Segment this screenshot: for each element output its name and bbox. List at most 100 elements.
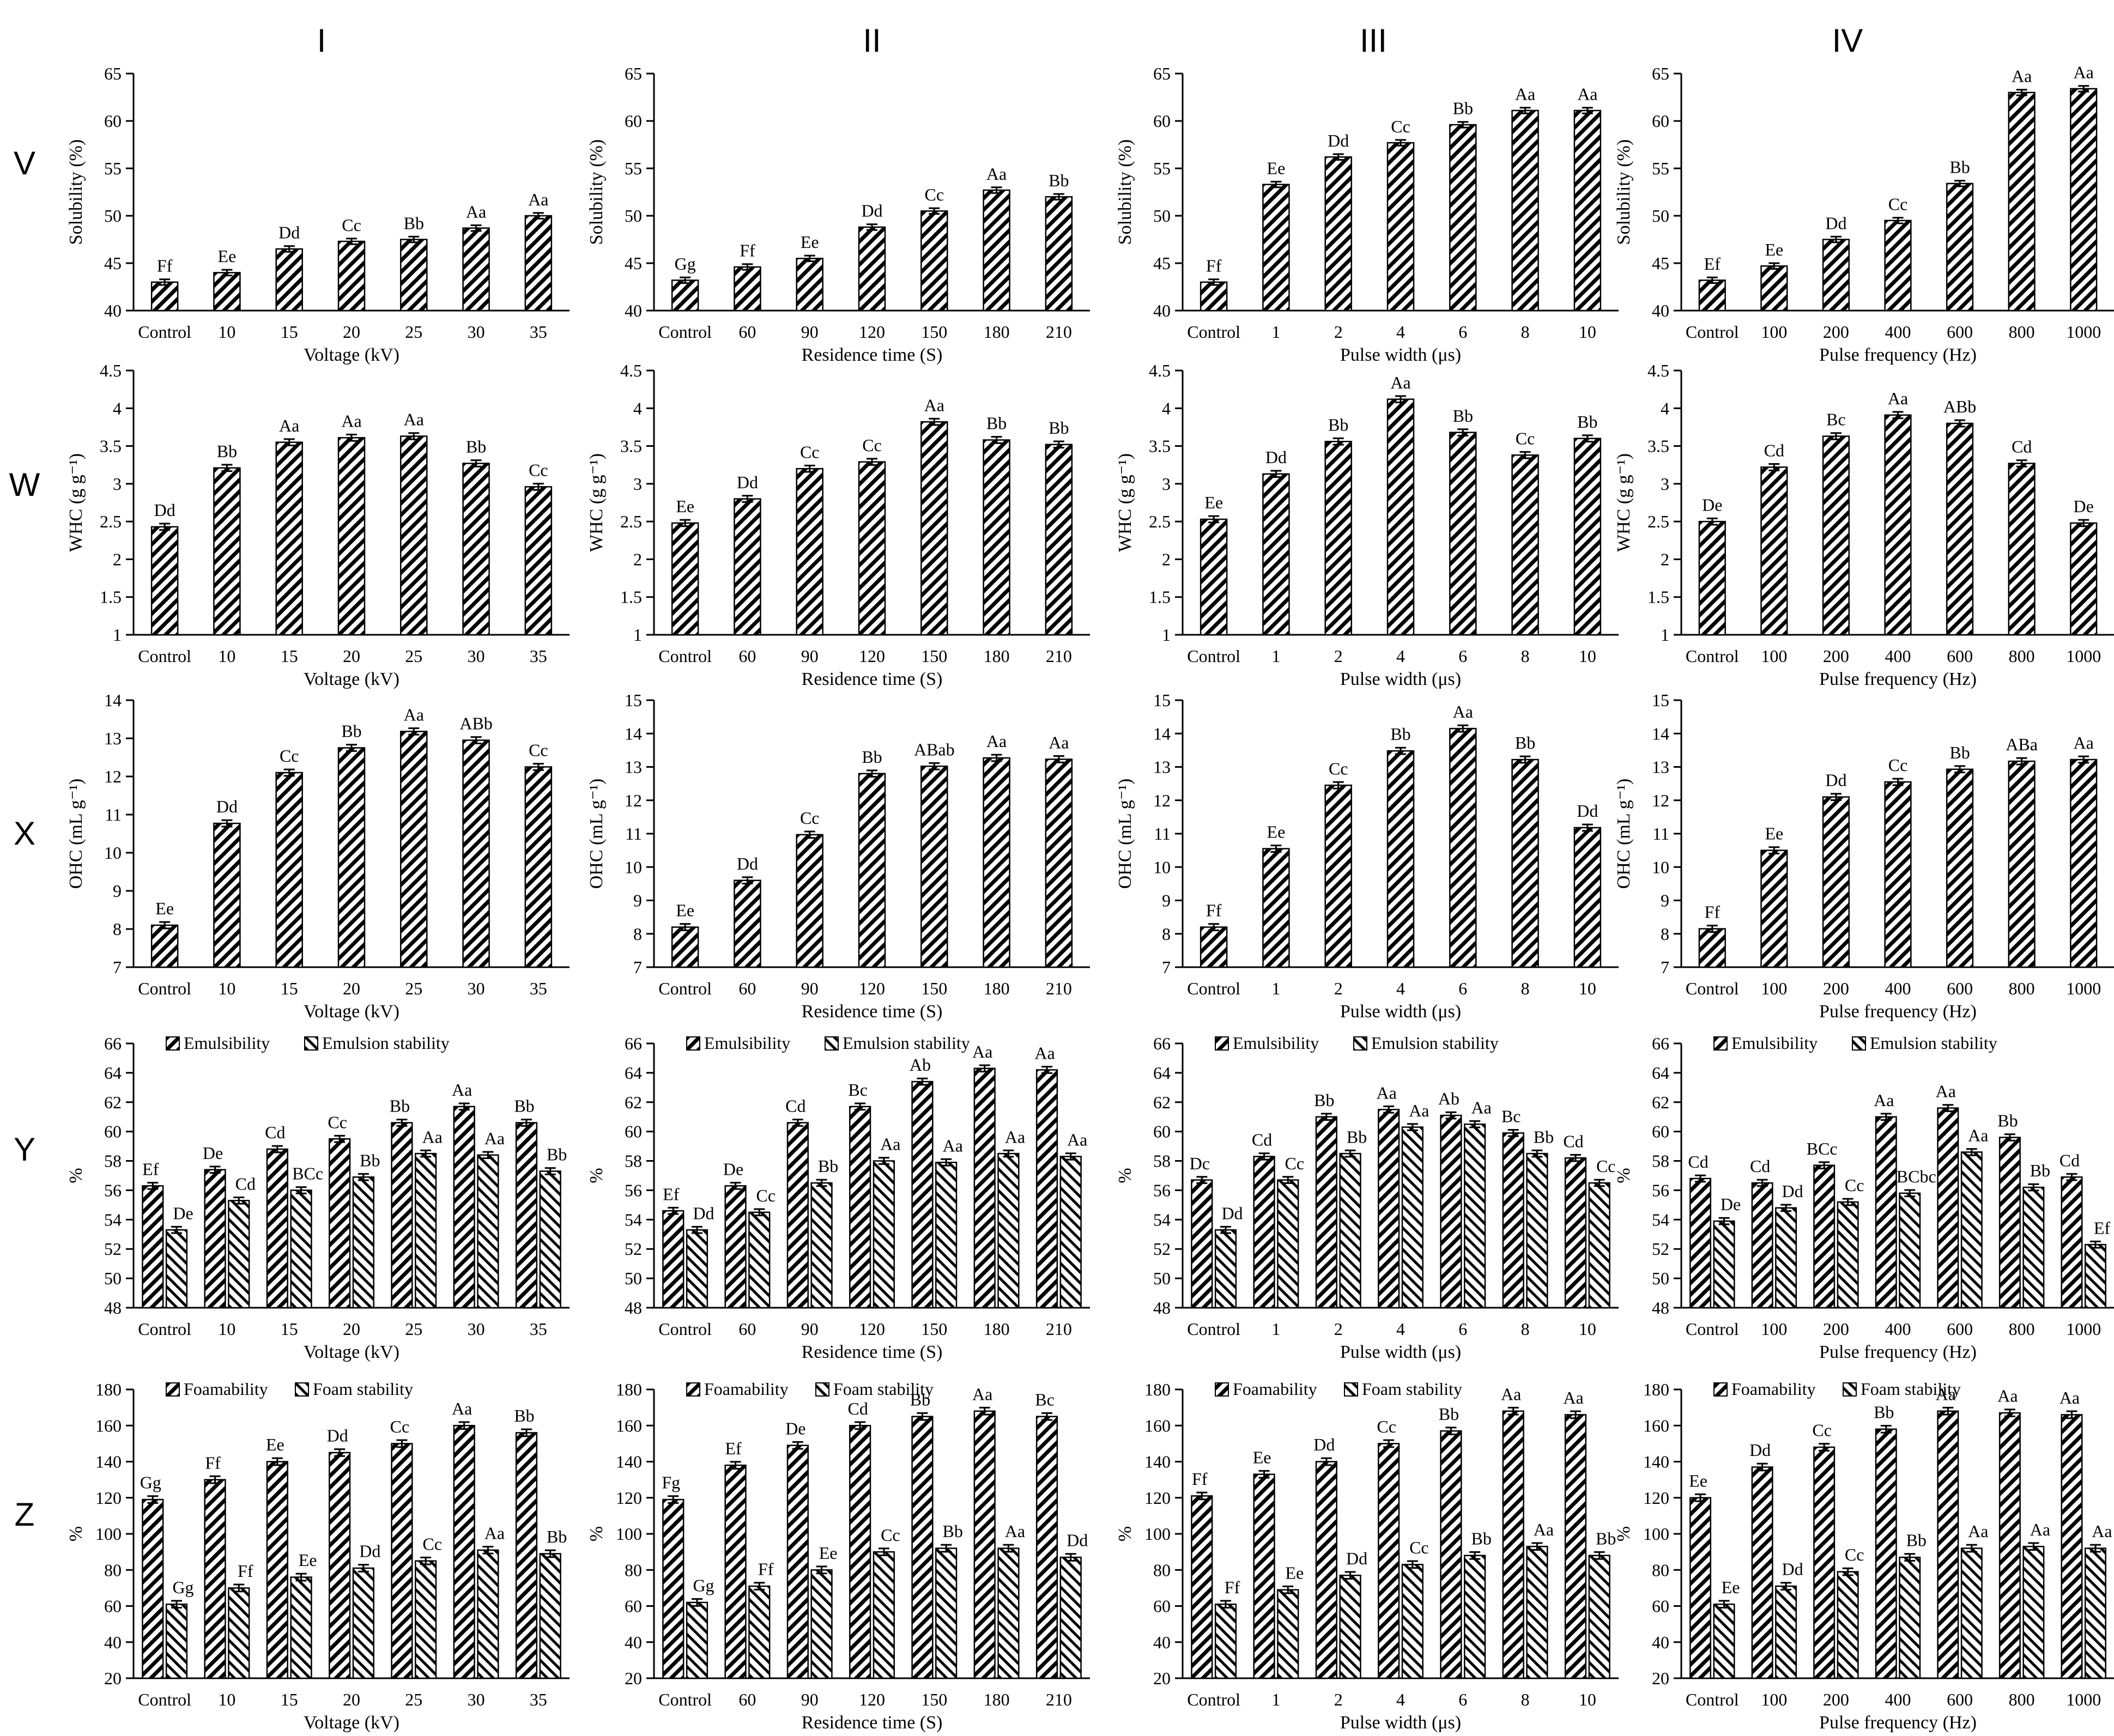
x-tick-label: 4 <box>1396 646 1405 666</box>
y-tick-label: 160 <box>1144 1416 1171 1435</box>
bar <box>1511 758 1539 968</box>
x-tick-label: 600 <box>1947 1690 1973 1709</box>
y-axis-title: WHC (g g⁻¹) <box>586 453 607 552</box>
y-tick-label: 50 <box>1153 1268 1171 1288</box>
x-tick-label: 25 <box>405 979 422 998</box>
x-tick-label: 60 <box>738 646 756 666</box>
bar <box>1200 926 1228 968</box>
bar <box>1573 827 1602 968</box>
y-tick-label: 2.5 <box>1647 512 1669 531</box>
data-label: Aa <box>1936 1384 1956 1404</box>
y-tick-label: 65 <box>104 64 122 83</box>
y-axis-title: WHC (g g⁻¹) <box>1614 453 1634 552</box>
bar <box>911 1081 934 1309</box>
y-axis-title: % <box>66 1526 86 1541</box>
x-tick-label: 600 <box>1947 979 1973 998</box>
data-label: Cc <box>1845 1175 1864 1195</box>
y-tick-label: 40 <box>625 301 642 320</box>
x-tick-label: Control <box>658 1690 712 1709</box>
bar <box>1035 1069 1058 1309</box>
data-label: Ee <box>819 1543 838 1563</box>
data-label: Aa <box>1034 1043 1055 1063</box>
x-tick-label: Control <box>138 1319 191 1339</box>
bar <box>1822 239 1850 312</box>
data-label: Bc <box>1035 1389 1055 1409</box>
x-tick-label: 800 <box>2009 979 2035 998</box>
y-tick-label: 140 <box>616 1452 642 1472</box>
bar <box>213 467 241 636</box>
bar <box>415 1560 437 1679</box>
chart-panel: 20 40 60 80 100 120 140 160 180 Control 10 15 20 25 30… <box>66 1379 570 1733</box>
bar <box>1998 1137 2021 1309</box>
bar <box>1946 768 1974 968</box>
y-tick-label: 55 <box>1153 159 1171 178</box>
legend-label: Foam stability <box>313 1379 413 1399</box>
y-tick-label: 65 <box>625 64 642 83</box>
row-header: V <box>14 145 35 181</box>
y-tick-label: 64 <box>104 1063 122 1083</box>
y-tick-label: 4 <box>633 398 642 418</box>
bar <box>1573 110 1602 312</box>
y-tick-label: 52 <box>1153 1239 1171 1259</box>
y-tick-label: 20 <box>1652 1668 1669 1688</box>
bar <box>1751 1182 1773 1309</box>
bar <box>1464 1123 1486 1309</box>
y-tick-label: 3 <box>1162 474 1171 494</box>
y-tick-label: 120 <box>1643 1488 1669 1508</box>
x-tick-label: 15 <box>281 322 298 342</box>
data-label: Aa <box>2060 1388 2080 1407</box>
bar <box>1689 1497 1712 1679</box>
bar <box>1698 928 1726 968</box>
bar <box>1511 110 1539 312</box>
y-tick-label: 15 <box>625 690 642 710</box>
x-tick-label: 35 <box>530 1690 547 1709</box>
chart-panel: 7 8 9 10 11 12 13 14 Control 10 15 20 25 30 35 Voltage … <box>66 690 570 1022</box>
y-tick-label: 40 <box>1153 1632 1171 1652</box>
x-tick-label: 8 <box>1521 646 1530 666</box>
y-tick-label: 100 <box>1144 1524 1171 1544</box>
data-label: Dd <box>1825 770 1846 790</box>
data-label: Ee <box>1689 1471 1707 1490</box>
data-label: Ee <box>1765 824 1783 843</box>
bar <box>1315 1461 1337 1679</box>
bar <box>796 258 823 312</box>
y-tick-label: 1.5 <box>1149 587 1171 607</box>
y-tick-label: 2 <box>113 549 122 569</box>
x-tick-label: 60 <box>738 1319 756 1339</box>
data-label: Bb <box>1347 1127 1367 1146</box>
x-axis-title: Residence time (S) <box>802 345 943 365</box>
bar <box>734 879 761 968</box>
x-tick-label: 180 <box>984 646 1010 666</box>
y-axis-title: % <box>1614 1526 1634 1541</box>
y-axis-title: WHC (g g⁻¹) <box>66 453 86 552</box>
bar <box>849 1425 871 1679</box>
y-tick-label: 80 <box>104 1560 122 1580</box>
data-label: Cc <box>1888 194 1908 214</box>
data-label: Cc <box>328 1112 347 1132</box>
bar <box>275 772 303 968</box>
y-tick-label: 56 <box>1652 1180 1669 1200</box>
bar <box>2008 463 2036 636</box>
bar <box>1191 1179 1213 1309</box>
y-tick-label: 60 <box>1153 111 1171 131</box>
bar <box>1315 1116 1337 1309</box>
bar <box>2070 758 2098 968</box>
data-label: Aa <box>942 1136 962 1155</box>
y-tick-label: 50 <box>104 206 122 226</box>
y-tick-label: 9 <box>1162 891 1171 911</box>
bar <box>1059 1156 1082 1309</box>
bar <box>1713 1220 1735 1309</box>
data-label: Bb <box>986 414 1007 433</box>
bar <box>524 486 553 636</box>
x-tick-label: 2 <box>1334 1319 1343 1339</box>
bar <box>266 1148 288 1309</box>
bar <box>1899 1192 1921 1309</box>
x-tick-label: 150 <box>921 979 947 998</box>
y-tick-label: 11 <box>1154 824 1171 843</box>
y-tick-label: 40 <box>104 1632 122 1652</box>
bar <box>1884 414 1912 636</box>
y-tick-label: 50 <box>104 1268 122 1288</box>
y-axis-title: % <box>1115 1168 1135 1183</box>
data-label: Bb <box>390 1096 410 1116</box>
y-tick-label: 120 <box>616 1488 642 1508</box>
